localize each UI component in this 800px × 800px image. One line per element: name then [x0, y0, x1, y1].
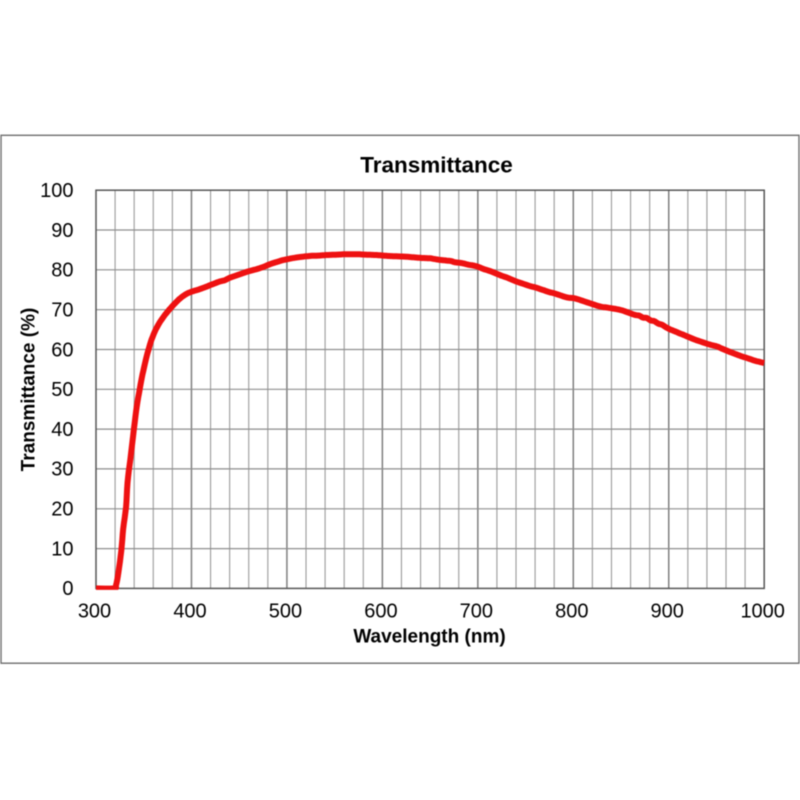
svg-text:Transmittance (%): Transmittance (%) [19, 308, 40, 472]
svg-text:50: 50 [51, 379, 73, 401]
svg-text:400: 400 [173, 601, 206, 623]
svg-text:100: 100 [40, 180, 73, 202]
svg-text:500: 500 [269, 601, 302, 623]
svg-text:1000: 1000 [740, 601, 785, 623]
svg-text:90: 90 [51, 220, 73, 242]
svg-text:10: 10 [51, 538, 73, 560]
svg-text:700: 700 [460, 601, 493, 623]
svg-text:Wavelength (nm): Wavelength (nm) [353, 627, 505, 648]
svg-text:800: 800 [555, 601, 588, 623]
svg-text:60: 60 [51, 339, 73, 361]
svg-text:30: 30 [51, 459, 73, 481]
svg-text:70: 70 [51, 300, 73, 322]
svg-text:300: 300 [78, 601, 111, 623]
svg-text:900: 900 [651, 601, 684, 623]
svg-text:0: 0 [62, 578, 73, 600]
svg-text:80: 80 [51, 260, 73, 282]
svg-text:600: 600 [364, 601, 397, 623]
svg-text:20: 20 [51, 499, 73, 521]
svg-text:40: 40 [51, 419, 73, 441]
svg-text:Transmittance: Transmittance [360, 153, 513, 178]
